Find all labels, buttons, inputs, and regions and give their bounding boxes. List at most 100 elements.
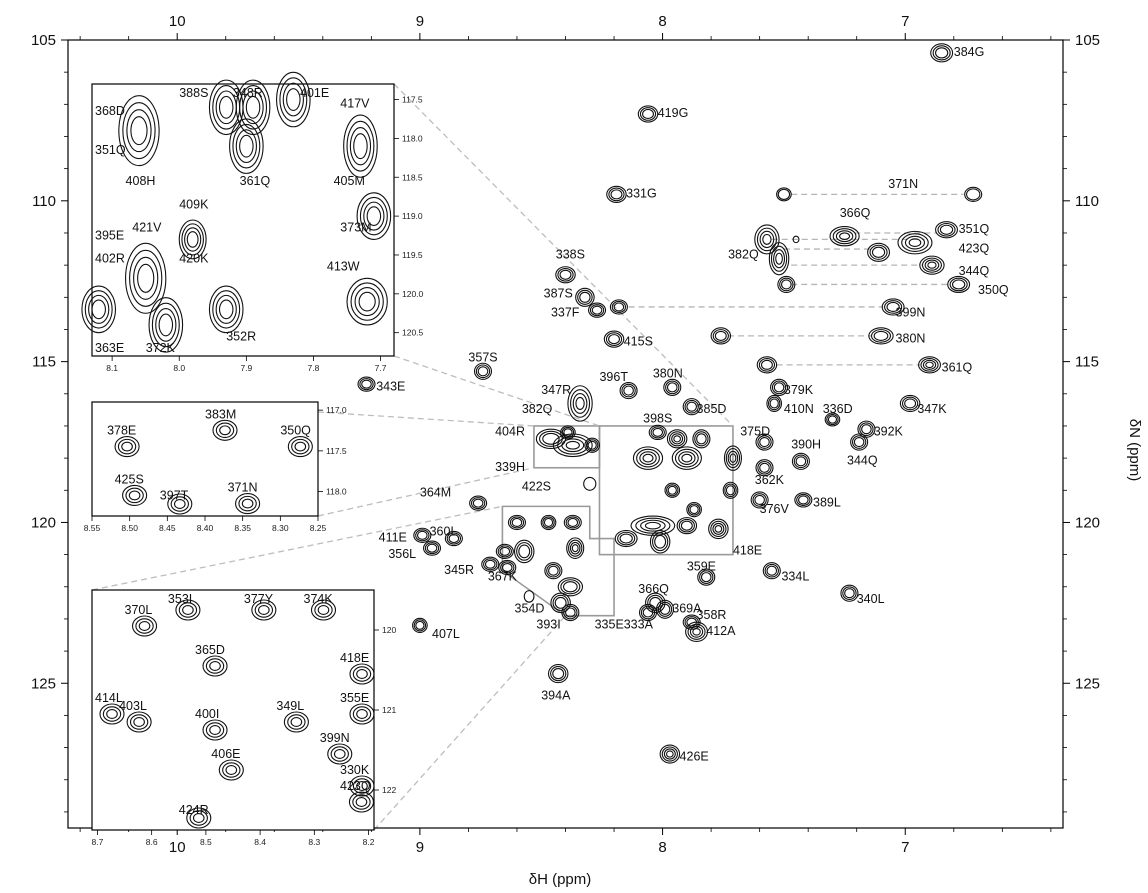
inset-contour-level [349,126,372,166]
inset-contour-level [279,77,308,122]
inset-contour-level [189,810,208,826]
contour-level [777,188,791,200]
contour-level [714,330,727,341]
contour-level [793,454,809,469]
contour-level [575,287,595,307]
inset-contour-level [241,498,254,509]
contour-level [884,300,903,314]
inset-contour-level [346,277,388,326]
peak-contour [685,621,709,643]
contour-level [792,235,800,244]
inset-x-tick-label: 8.40 [197,523,214,533]
peak-contour [840,584,859,602]
contour-level [589,304,605,317]
y-tick-label-left: 105 [31,32,56,49]
inset-peak-label: 383M [205,407,236,421]
inset-x-tick-label: 7.8 [308,363,320,373]
inset-contour-level [283,711,309,733]
inset-contour-level [129,249,163,307]
contour-level [554,596,567,609]
inset-peak-contour [186,807,212,829]
peak-label: 364M [420,486,451,500]
peak-labels: 384G 419G 331G 371N 366Q 382Q 351Q 423Q 344Q 350Q… [153,45,1009,821]
inset-contour-level [182,605,194,615]
inset-y-tick-label: 120.0 [402,289,424,299]
peak-label: 360L [430,524,458,538]
peak-label: 382Q [522,402,553,416]
peak-label: 338S [556,248,585,262]
inset-contour-level [254,602,274,618]
inset-peak-label: 408H [126,174,156,188]
contour-level [873,330,889,341]
inset-contour-level [126,711,152,733]
inset-contour-level [114,436,140,458]
peak-contour [513,539,535,564]
peak-label: 358R [697,608,727,622]
inset-contour-level [167,493,193,515]
contour-level [605,332,623,346]
contour-level [542,432,560,445]
contour-level [925,361,934,369]
inset-peak-contour [118,95,160,167]
inset-contour-level [327,743,353,765]
peak-label: 384G [954,45,985,59]
inset-peak-contour [283,711,309,733]
peak-label: 356L [388,547,416,561]
contour-level [572,392,588,414]
contour-level [603,330,625,348]
contour-level [680,520,693,531]
inset-peak-label: 372K [146,341,176,355]
contour-level [448,534,460,544]
contour-level [908,238,922,248]
inset-x-tick-label: 8.6 [146,837,158,847]
peak-contour [550,592,571,614]
peak-contour [676,517,698,535]
contour-level [773,249,786,269]
inset-contour-level [102,706,122,722]
peak-contour [792,235,800,244]
inset-peak-contour [148,297,184,353]
contour-level [584,437,601,453]
contour-level [826,413,839,426]
inset-x-tick-label: 8.5 [200,837,212,847]
peak-label: 422S [522,479,551,493]
contour-level [665,380,680,395]
contour-level [617,531,636,546]
contour-level [611,300,627,314]
contour-level [881,298,905,316]
inset-x-tick-label: 8.2 [363,837,375,847]
contour-level [560,425,576,440]
y-tick-label-right: 105 [1075,32,1100,49]
inset-x-tick-label: 8.30 [272,523,289,533]
inset-peak-label: 378E [107,424,136,438]
contour-level [583,476,597,491]
peak-contour [762,562,781,580]
peak-contour [770,378,789,396]
contour-level [639,107,657,121]
inset-peak-label: 377Y [244,592,274,606]
peak-contour [547,664,569,684]
peak-contour [498,559,517,576]
inset-contour-level [137,263,155,293]
peak-contour [899,394,921,413]
contour-level [613,302,625,312]
inset-contour-level [125,487,144,504]
contour-level [752,493,767,507]
inset-contour-level [178,219,207,260]
peak-label: 337F [551,306,580,320]
inset-contour-level [352,778,372,794]
inset-contour-level [343,114,378,178]
contour-level [475,364,491,379]
peak-contour [357,376,376,392]
contour-level [710,327,732,345]
contour-level [542,516,555,529]
inset-contour-level [133,717,145,727]
contour-level [904,398,917,409]
inset-contour-level [356,669,368,679]
inset-contour-level [242,90,264,125]
inset-contour-level [287,714,306,730]
contour-level [676,517,698,535]
contour-level [636,448,660,468]
peak-contour [444,530,463,547]
contour-level [850,433,869,451]
